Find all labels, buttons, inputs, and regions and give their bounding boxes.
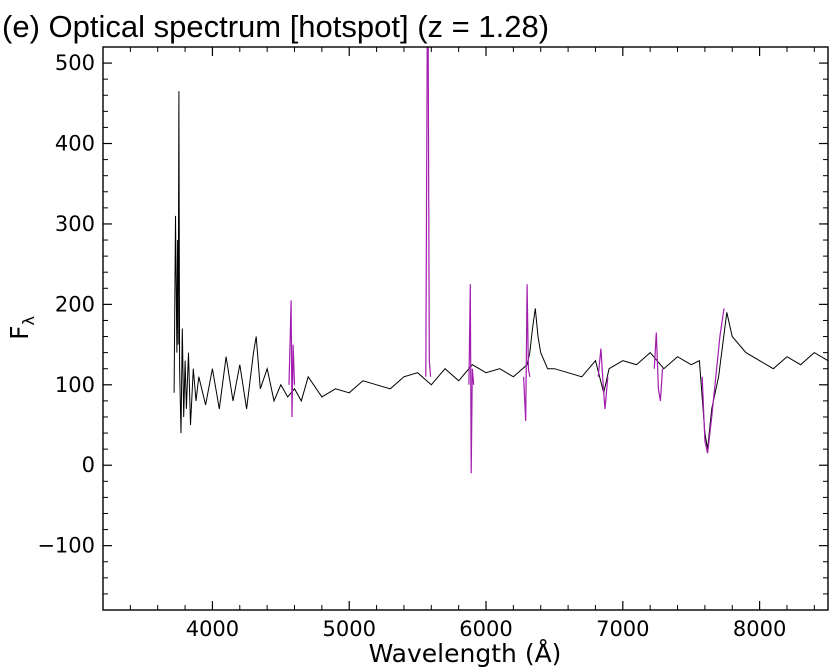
series-segment-masked-regions-4: [597, 348, 609, 409]
y-tick-label-500: 500: [55, 51, 95, 75]
y-tick-label-100: 100: [55, 373, 95, 397]
chart-title: (e) Optical spectrum [hotspot] (z = 1.28…: [2, 9, 549, 44]
series-segment-masked-regions-6: [701, 308, 725, 454]
x-tick-label-6000: 6000: [459, 617, 512, 641]
x-tick-label-7000: 7000: [596, 617, 649, 641]
y-axis-label-main: F: [5, 326, 34, 340]
y-axis-label-sub: λ: [19, 316, 38, 325]
series-segment-masked-regions-3: [523, 284, 531, 422]
svg-text:Fλ: Fλ: [5, 316, 38, 340]
y-tick-label-400: 400: [55, 132, 95, 156]
x-axis-label: Wavelength (Å): [369, 639, 562, 668]
plot-area: [173, 46, 829, 474]
y-tick-label-0: 0: [82, 453, 95, 477]
series-segment-masked-regions-2: [468, 284, 475, 474]
x-tick-label-5000: 5000: [322, 617, 375, 641]
series-segment-masked-regions-5: [653, 332, 664, 401]
series-segment-masked-regions-0: [288, 300, 296, 418]
y-tick-label--100: −100: [37, 534, 95, 558]
series-line-spectrum: [173, 91, 829, 450]
axis-ticks: 4000 5000 6000 7000 8000 −100 0 100 200 300 400 500: [37, 46, 828, 641]
y-tick-label-200: 200: [55, 292, 95, 316]
x-tick-label-4000: 4000: [186, 617, 239, 641]
x-tick-label-8000: 8000: [733, 617, 786, 641]
y-tick-label-300: 300: [55, 212, 95, 236]
y-axis-label: Fλ: [5, 316, 38, 340]
series-segment-masked-regions-1: [425, 46, 432, 377]
plot-frame: [102, 46, 829, 611]
